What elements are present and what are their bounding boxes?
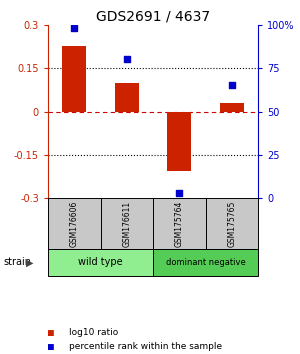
- Text: ■: ■: [48, 342, 54, 352]
- Text: dominant negative: dominant negative: [166, 258, 245, 267]
- Point: [230, 82, 234, 88]
- Bar: [220, 103, 244, 112]
- Text: GSM176611: GSM176611: [122, 200, 131, 247]
- Text: GSM175764: GSM175764: [175, 200, 184, 247]
- Text: log10 ratio: log10 ratio: [69, 328, 118, 337]
- Bar: [62, 46, 86, 112]
- Text: ▶: ▶: [26, 257, 33, 268]
- Text: wild type: wild type: [78, 257, 123, 268]
- Text: strain: strain: [3, 257, 31, 268]
- Bar: [153, 249, 258, 276]
- Bar: [206, 198, 258, 249]
- Bar: [100, 198, 153, 249]
- Bar: [48, 249, 153, 276]
- Text: percentile rank within the sample: percentile rank within the sample: [69, 342, 222, 352]
- Bar: [153, 198, 206, 249]
- Point: [72, 25, 77, 31]
- Text: GSM175765: GSM175765: [227, 200, 236, 247]
- Bar: [48, 198, 100, 249]
- Title: GDS2691 / 4637: GDS2691 / 4637: [96, 10, 210, 24]
- Bar: [115, 82, 139, 112]
- Text: GSM176606: GSM176606: [70, 200, 79, 247]
- Bar: [167, 112, 191, 171]
- Text: ■: ■: [48, 328, 54, 338]
- Point: [177, 190, 182, 196]
- Point: [124, 57, 129, 62]
